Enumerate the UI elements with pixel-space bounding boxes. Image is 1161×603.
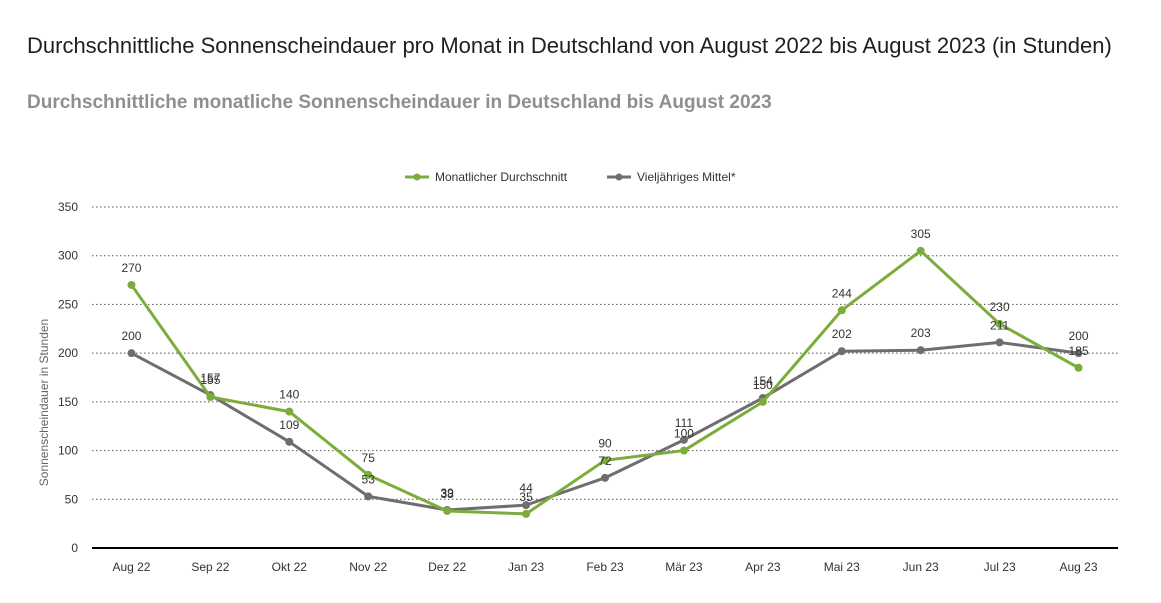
data-point <box>916 346 925 355</box>
data-label: 200 <box>121 329 141 343</box>
x-tick-label: Nov 22 <box>349 560 387 574</box>
data-point <box>995 319 1004 328</box>
data-point <box>679 446 688 455</box>
y-tick-label: 0 <box>71 541 78 555</box>
data-point <box>522 501 531 510</box>
data-point <box>1074 349 1083 358</box>
y-axis-ticks: 0 50 100 150 200 250 300 350 <box>58 200 78 555</box>
x-tick-label: Sep 22 <box>191 560 229 574</box>
data-label: 203 <box>911 326 931 340</box>
data-label: 53 <box>362 472 376 486</box>
y-tick-label: 150 <box>58 395 78 409</box>
x-tick-label: Dez 22 <box>428 560 466 574</box>
data-label: 100 <box>674 427 694 441</box>
data-label: 157 <box>200 371 220 385</box>
data-point <box>206 392 215 401</box>
data-label: 305 <box>911 227 931 241</box>
x-tick-label: Mär 23 <box>665 560 703 574</box>
data-label: 72 <box>598 454 612 468</box>
data-point <box>364 492 373 501</box>
x-tick-label: Aug 22 <box>112 560 150 574</box>
data-label: 90 <box>598 436 612 450</box>
data-label: 38 <box>440 487 454 501</box>
y-tick-label: 300 <box>58 249 78 263</box>
data-label: 185 <box>1069 344 1089 358</box>
data-point <box>837 347 846 356</box>
x-axis-ticks: Aug 22 Sep 22 Okt 22 Nov 22 Dez 22 Jan 23 Feb … <box>112 560 1097 574</box>
data-point <box>285 437 294 446</box>
data-label: 44 <box>519 481 533 495</box>
gridlines <box>92 206 1118 500</box>
legend-label: Vieljähriges Mittel* <box>637 170 736 184</box>
y-tick-label: 100 <box>58 444 78 458</box>
data-point <box>679 435 688 444</box>
data-label: 200 <box>1069 329 1089 343</box>
x-tick-label: Mai 23 <box>824 560 860 574</box>
data-label: 109 <box>279 418 299 432</box>
legend-marker <box>413 173 421 181</box>
y-tick-label: 350 <box>58 200 78 214</box>
data-label: 202 <box>832 327 852 341</box>
x-tick-label: Aug 23 <box>1060 560 1098 574</box>
y-axis-label: Sonnenscheindauer in Stunden <box>37 319 51 486</box>
data-label: 75 <box>362 451 376 465</box>
chart-subtitle: Durchschnittliche monatliche Sonnenschei… <box>27 92 772 113</box>
data-label: 270 <box>121 261 141 275</box>
x-tick-label: Okt 22 <box>272 560 308 574</box>
y-tick-label: 50 <box>65 492 79 506</box>
data-label: 39 <box>440 486 454 500</box>
data-point <box>837 306 846 315</box>
data-label: 140 <box>279 388 299 402</box>
data-label: 155 <box>200 373 220 387</box>
data-label: 154 <box>753 374 773 388</box>
data-point <box>916 246 925 255</box>
series-lines <box>127 246 1083 518</box>
x-tick-label: Jun 23 <box>903 560 939 574</box>
legend-label: Monatlicher Durchschnitt <box>435 170 568 184</box>
data-label: 35 <box>519 490 533 504</box>
data-point <box>1074 363 1083 372</box>
y-tick-label: 200 <box>58 346 78 360</box>
data-point <box>364 470 373 479</box>
data-point <box>758 397 767 406</box>
data-point <box>522 509 531 518</box>
data-point <box>995 338 1004 347</box>
data-label: 111 <box>675 416 694 430</box>
data-point <box>127 280 136 289</box>
chart-title: Durchschnittliche Sonnenscheindauer pro … <box>27 33 1112 58</box>
data-label: 150 <box>753 378 773 392</box>
data-label: 244 <box>832 286 852 300</box>
data-point <box>443 506 452 515</box>
y-tick-label: 250 <box>58 297 78 311</box>
x-tick-label: Apr 23 <box>745 560 781 574</box>
series-line <box>130 340 1079 512</box>
legend-marker <box>615 173 623 181</box>
data-point <box>285 407 294 416</box>
data-label: 230 <box>990 300 1010 314</box>
data-label: 211 <box>990 318 1009 332</box>
data-point <box>601 456 609 465</box>
legend: Monatlicher Durchschnitt Vieljähriges Mit… <box>405 170 736 184</box>
x-tick-label: Jul 23 <box>984 560 1016 574</box>
data-point <box>127 349 136 358</box>
data-point <box>601 473 609 482</box>
x-tick-label: Jan 23 <box>508 560 544 574</box>
x-tick-label: Feb 23 <box>586 560 624 574</box>
